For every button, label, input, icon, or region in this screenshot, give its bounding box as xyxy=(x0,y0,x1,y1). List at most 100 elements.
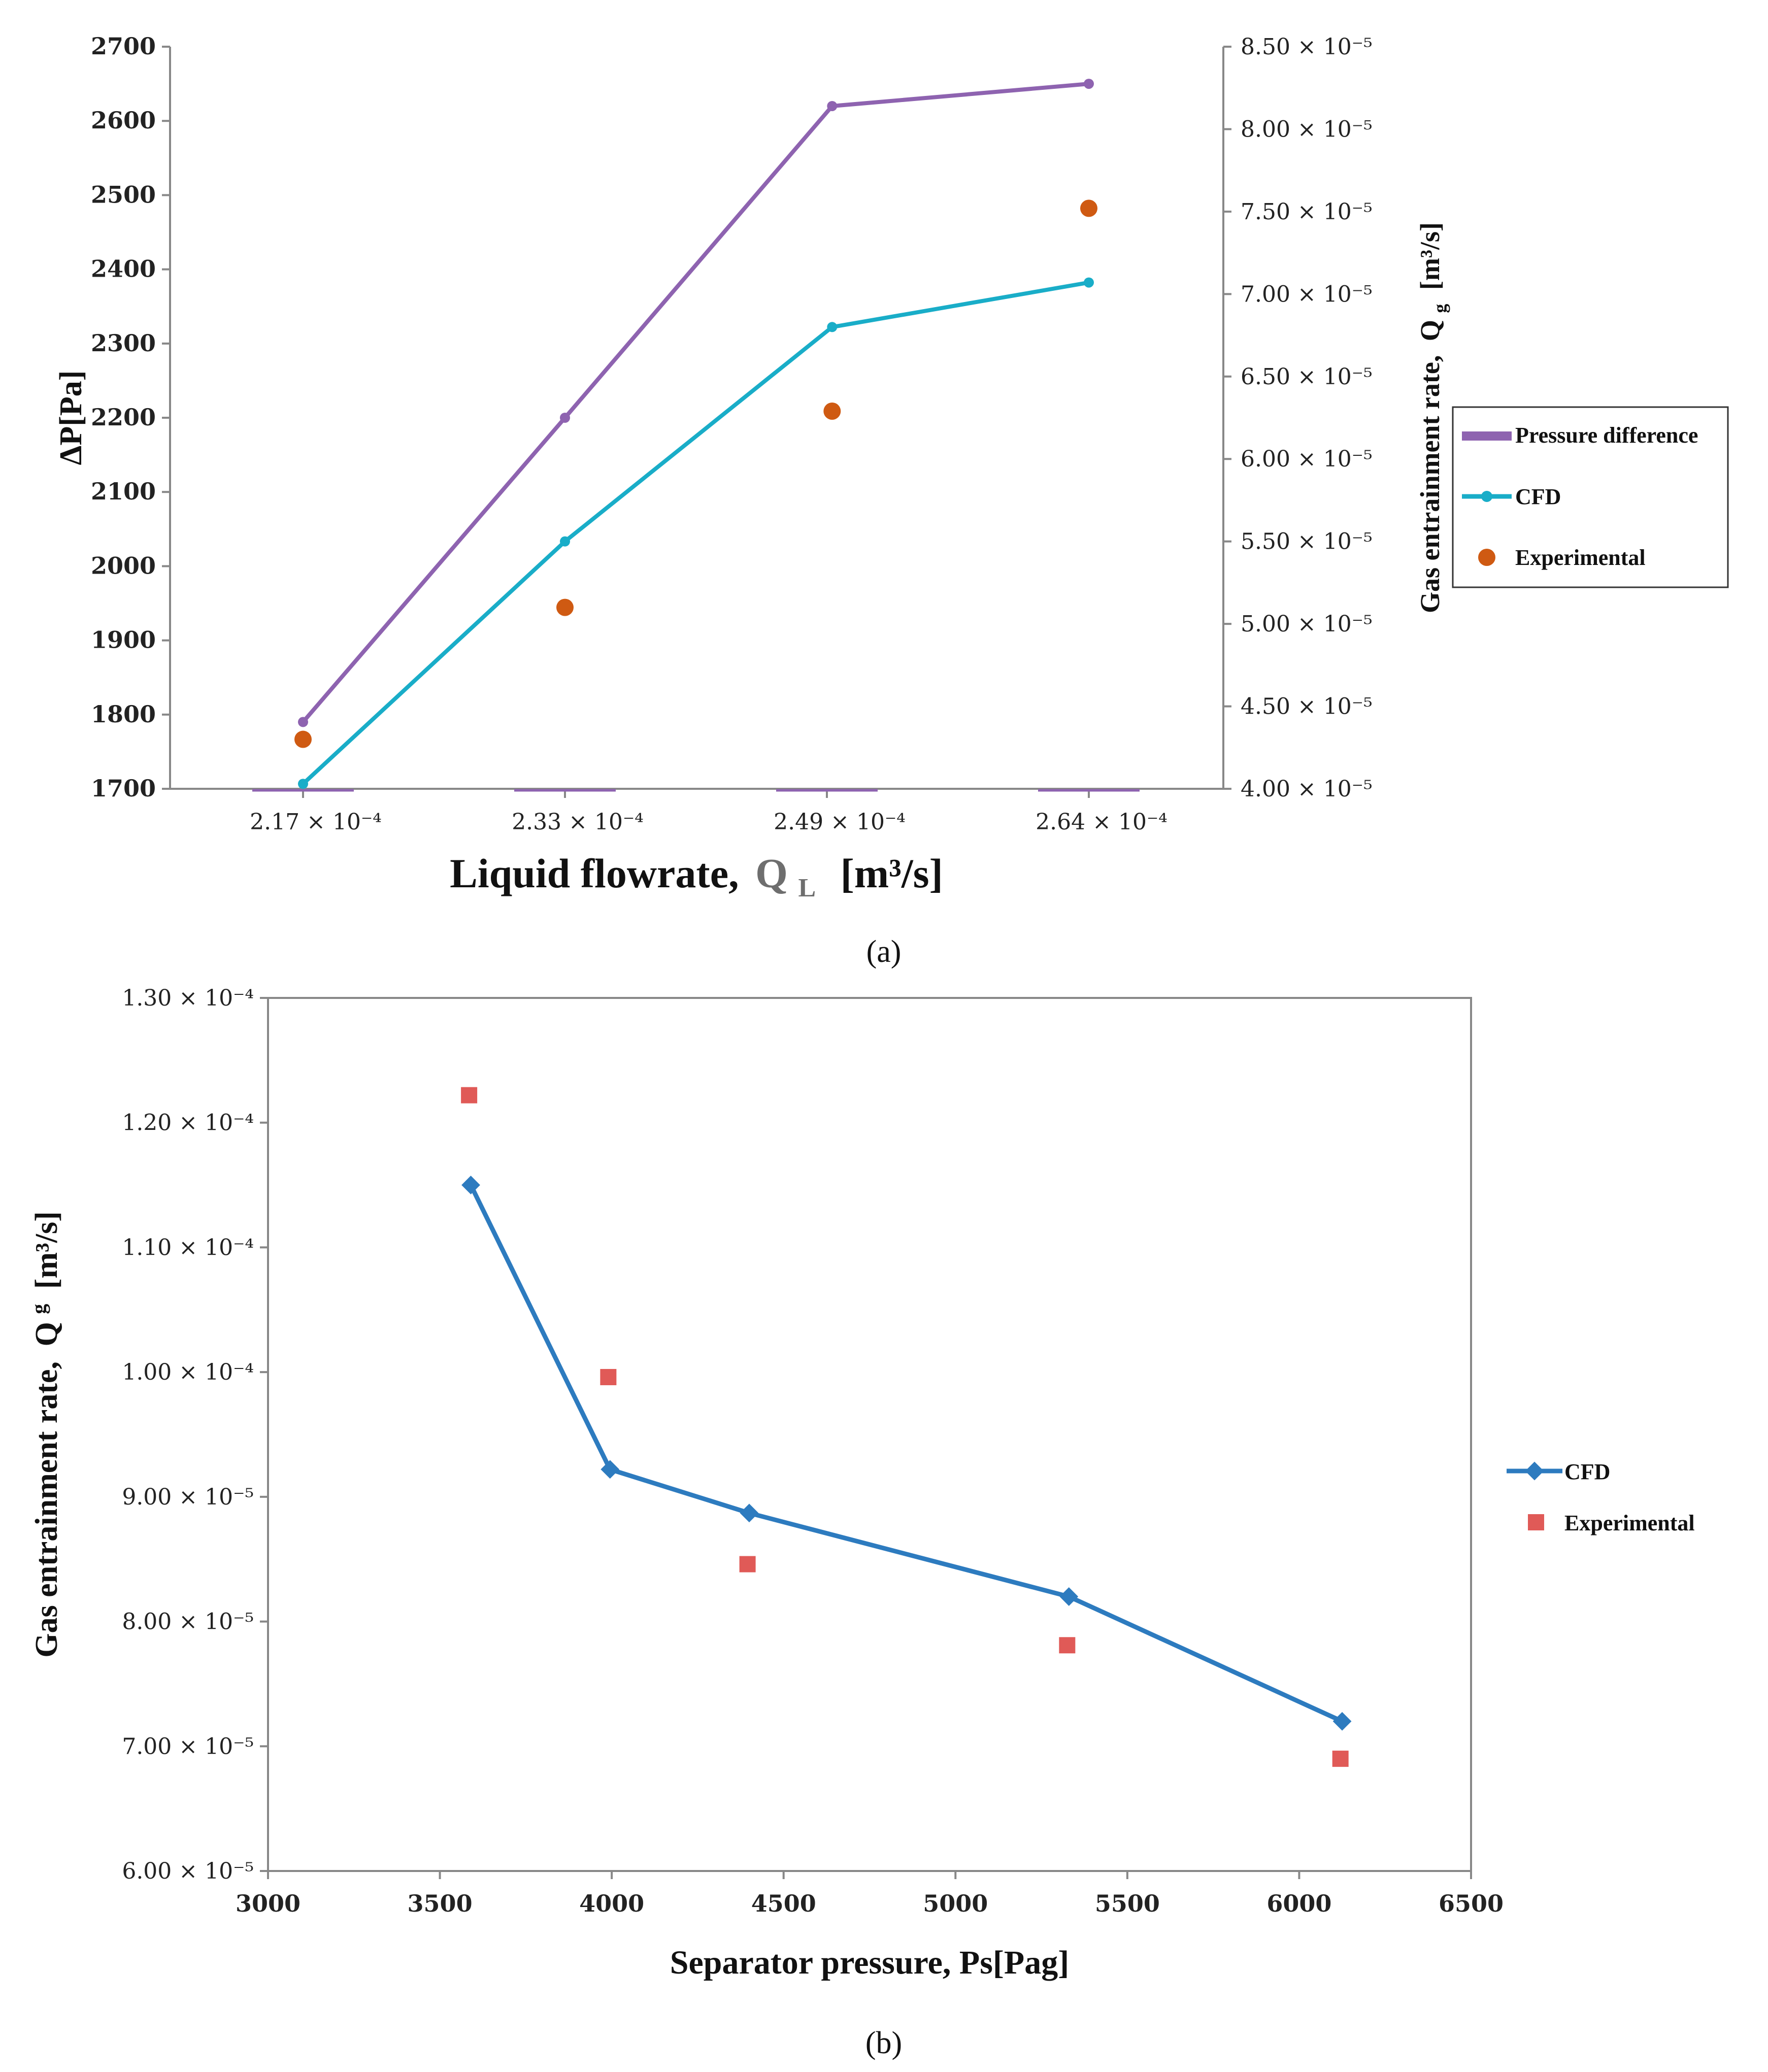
a-right-tick-label-7: 7.50 × 10⁻⁵ xyxy=(1241,199,1373,225)
a-point-cfd-2 xyxy=(827,322,838,332)
a-right-tick-label-2: 5.00 × 10⁻⁵ xyxy=(1241,611,1373,637)
b-y-tick-label-2: 8.00 × 10⁻⁵ xyxy=(122,1609,254,1635)
b-point-experimental-3 xyxy=(1059,1637,1076,1654)
panel-a-right-axis-title-sub: g xyxy=(1430,304,1450,313)
a-point-experimental-2 xyxy=(823,403,841,420)
b-point-experimental-2 xyxy=(739,1556,756,1573)
a-left-tick-label-2500: 2500 xyxy=(91,181,156,208)
panel-b-y-axis-title-sup: g xyxy=(27,1304,50,1314)
panel-a-right-axis-title-symbol: Q xyxy=(1415,320,1445,341)
a-left-tick-label-2600: 2600 xyxy=(91,107,156,134)
a-left-tick-label-2300: 2300 xyxy=(91,329,156,357)
a-right-tick-label-5: 6.50 × 10⁻⁵ xyxy=(1241,364,1373,390)
panel-a-x-axis-title: Liquid flowrate, Q L [m³/s] xyxy=(450,850,943,906)
panel-b-legend: CFD Experimental xyxy=(1507,1459,1695,1535)
b-y-tick-label-3: 9.00 × 10⁻⁵ xyxy=(122,1484,254,1510)
panel-a-x-axis-title-units: [m³/s] xyxy=(841,850,943,896)
b-y-tick-label-1: 7.00 × 10⁻⁵ xyxy=(122,1733,254,1759)
panel-a-x-axis-title-sub: L xyxy=(798,874,816,903)
a-series-line-cfd xyxy=(302,280,1089,786)
a-left-tick-label-2100: 2100 xyxy=(91,478,156,505)
legend-pressure-difference-label: Pressure difference xyxy=(1515,423,1698,448)
b-point-cfd-1 xyxy=(601,1460,620,1479)
a-point-experimental-3 xyxy=(1080,199,1097,217)
panel-a-x-axis-title-symbol: Q xyxy=(755,850,788,896)
panel-a-right-ticks: 4.00 × 10⁻⁵ 4.50 × 10⁻⁵ 5.00 × 10⁻⁵ 5.50 × … xyxy=(1223,34,1373,802)
panel-a: 1700 1800 1900 2000 2100 2200 2300 2400 2500 2600… xyxy=(54,32,1729,969)
a-right-tick-label-3: 5.50 × 10⁻⁵ xyxy=(1241,529,1373,555)
a-point-experimental-0 xyxy=(294,730,312,748)
a-point-experimental-1 xyxy=(556,598,574,616)
b-point-cfd-0 xyxy=(461,1176,480,1194)
legend-pressure-difference-swatch xyxy=(1462,431,1512,441)
legend-b-experimental-marker xyxy=(1528,1514,1544,1530)
b-y-tick-label-4: 1.00 × 10⁻⁴ xyxy=(122,1359,254,1385)
panel-a-plot-area xyxy=(170,47,1223,789)
panel-a-left-axis-title: ΔP[Pa] xyxy=(54,371,88,465)
panel-b-y-ticks: 6.00 × 10⁻⁵ 7.00 × 10⁻⁵ 8.00 × 10⁻⁵ 9.00 × … xyxy=(122,985,268,1884)
panel-b-plot-area xyxy=(267,997,1472,1872)
b-x-tick-label-3500: 3500 xyxy=(408,1890,473,1917)
a-point-pressure-difference-2 xyxy=(827,101,838,111)
a-point-cfd-1 xyxy=(560,536,570,547)
b-x-tick-label-4000: 4000 xyxy=(579,1890,644,1917)
panel-a-left-ticks: 1700 1800 1900 2000 2100 2200 2300 2400 2500 2600… xyxy=(91,32,170,802)
legend-b-cfd-label: CFD xyxy=(1564,1459,1610,1484)
panel-b-y-axis-title-units: [m³/s] xyxy=(29,1211,64,1289)
b-point-cfd-2 xyxy=(740,1503,759,1523)
b-point-experimental-4 xyxy=(1332,1750,1349,1767)
b-x-tick-label-6000: 6000 xyxy=(1266,1890,1331,1917)
b-point-experimental-0 xyxy=(461,1087,478,1104)
a-right-tick-label-4: 6.00 × 10⁻⁵ xyxy=(1241,446,1373,472)
b-y-tick-label-6: 1.20 × 10⁻⁴ xyxy=(122,1110,254,1136)
b-y-tick-label-5: 1.10 × 10⁻⁴ xyxy=(122,1234,254,1260)
panel-a-right-axis-title-units: [m³/s] xyxy=(1415,222,1445,290)
a-point-cfd-3 xyxy=(1084,277,1094,288)
panel-b-y-axis-title-text: Gas entrainment rate, xyxy=(29,1361,64,1658)
b-x-tick-label-4500: 4500 xyxy=(751,1890,816,1917)
a-point-pressure-difference-3 xyxy=(1084,79,1094,89)
a-right-tick-label-0: 4.00 × 10⁻⁵ xyxy=(1241,776,1373,802)
b-point-cfd-4 xyxy=(1332,1712,1352,1731)
panel-b-y-axis-title: Gas entrainment rate, Q g [m³/s] xyxy=(18,1211,64,1657)
legend-experimental-marker xyxy=(1478,549,1495,566)
b-x-tick-label-5500: 5500 xyxy=(1095,1890,1160,1917)
panel-b-caption: (b) xyxy=(865,2026,902,2060)
a-point-pressure-difference-0 xyxy=(298,717,308,727)
a-x-tick-label-1: 2.33 × 10⁻⁴ xyxy=(512,809,644,835)
b-y-tick-label-7: 1.30 × 10⁻⁴ xyxy=(122,985,254,1011)
a-point-pressure-difference-1 xyxy=(560,413,570,423)
a-right-tick-label-9: 8.50 × 10⁻⁵ xyxy=(1241,34,1373,60)
a-left-tick-label-1800: 1800 xyxy=(91,700,156,728)
panel-b-y-axis-title-symbol: Q xyxy=(29,1322,64,1346)
a-x-tick-label-3: 2.64 × 10⁻⁴ xyxy=(1036,809,1167,835)
panel-a-right-axis-title-text: Gas entrainment rate, xyxy=(1415,355,1445,613)
panel-b-x-ticks: 3000 3500 4000 4500 5000 5500 6000 6500 xyxy=(236,1871,1504,1917)
a-right-tick-label-1: 4.50 × 10⁻⁵ xyxy=(1241,694,1373,720)
a-right-tick-label-6: 7.00 × 10⁻⁵ xyxy=(1241,281,1373,307)
a-left-tick-label-2700: 2700 xyxy=(91,32,156,60)
panel-b: 6.00 × 10⁻⁵ 7.00 × 10⁻⁵ 8.00 × 10⁻⁵ 9.00 × … xyxy=(18,985,1695,2060)
a-left-tick-label-1900: 1900 xyxy=(91,626,156,654)
a-right-tick-label-8: 8.00 × 10⁻⁵ xyxy=(1241,116,1373,142)
legend-cfd-marker xyxy=(1481,491,1492,502)
panel-a-right-axis-title: Gas entrainment rate, Q g [m³/s] xyxy=(1415,222,1452,613)
b-point-experimental-1 xyxy=(600,1368,617,1385)
panel-a-legend: Pressure difference CFD Experimental xyxy=(1452,406,1729,588)
panel-b-x-axis-title: Separator pressure, Ps[Pag] xyxy=(670,1944,1069,1981)
panel-a-x-axis-title-text: Liquid flowrate, xyxy=(450,850,739,896)
a-left-tick-label-2000: 2000 xyxy=(91,552,156,579)
b-point-cfd-3 xyxy=(1059,1587,1079,1606)
b-y-tick-label-0: 6.00 × 10⁻⁵ xyxy=(122,1858,254,1884)
a-series-line-pressure-difference xyxy=(301,82,1089,724)
legend-b-experimental-label: Experimental xyxy=(1564,1511,1695,1535)
a-left-tick-label-2400: 2400 xyxy=(91,255,156,283)
a-point-cfd-0 xyxy=(298,779,308,789)
panel-a-series xyxy=(294,79,1097,789)
a-left-tick-label-1700: 1700 xyxy=(91,775,156,802)
panel-b-series xyxy=(461,1087,1352,1767)
b-x-tick-label-5000: 5000 xyxy=(923,1890,988,1917)
a-x-tick-label-0: 2.17 × 10⁻⁴ xyxy=(250,809,382,835)
legend-experimental-label: Experimental xyxy=(1515,545,1646,570)
